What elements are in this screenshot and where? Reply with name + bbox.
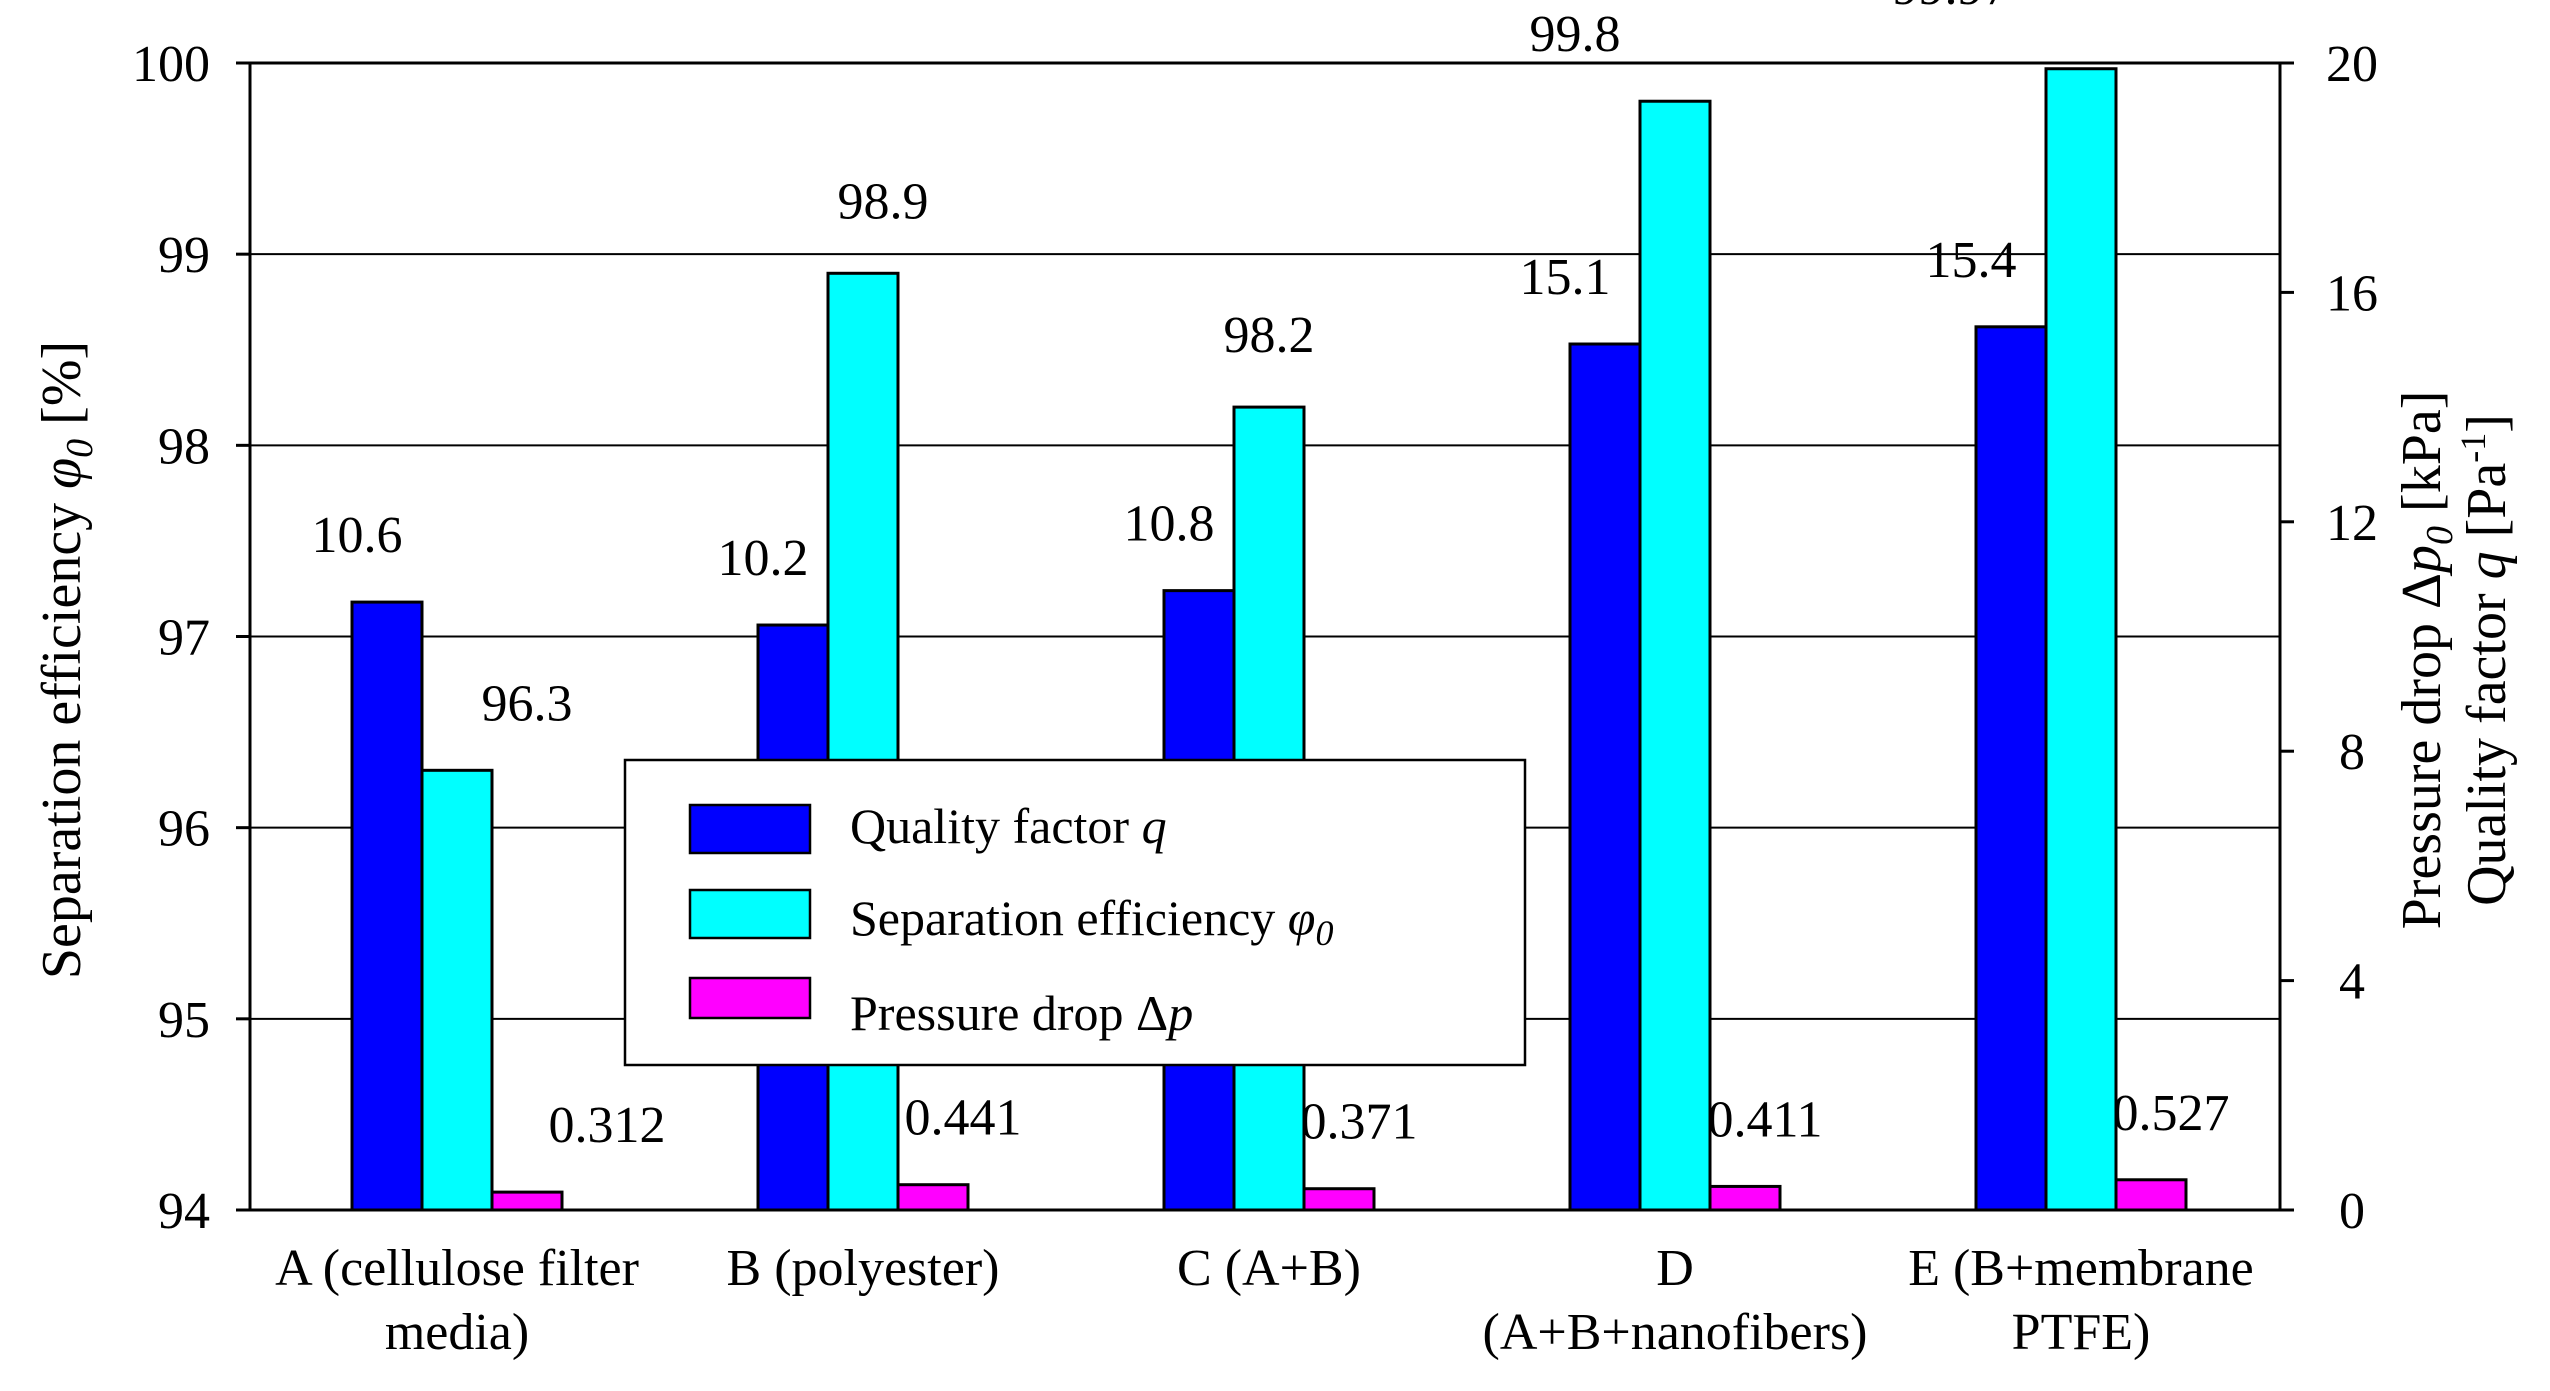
legend-label-pressure-drop: Pressure drop Δp xyxy=(850,985,1193,1041)
data-label-pressure-drop: 0.441 xyxy=(905,1090,1022,1147)
left-tick-label: 97 xyxy=(158,610,210,667)
data-label-separation-efficiency: 96.3 xyxy=(482,675,573,732)
data-label-pressure-drop: 0.312 xyxy=(549,1097,666,1154)
category-label: C (A+B) xyxy=(1177,1240,1361,1297)
data-label-separation-efficiency: 99.97 xyxy=(1893,0,2010,16)
axis-ticks: 94 95 96 97 98 99 100 0 4 8 12 16 20 xyxy=(132,36,2378,1240)
left-tick-label: 98 xyxy=(158,418,210,475)
bar-quality-factor xyxy=(1974,325,2048,1212)
category-label: B (polyester) xyxy=(727,1240,1000,1297)
right-tick-label: 8 xyxy=(2339,724,2365,781)
right-tick-label: 4 xyxy=(2339,954,2365,1011)
legend-swatch-pressure-drop xyxy=(688,976,812,1020)
data-label-quality-factor: 10.8 xyxy=(1124,496,1215,553)
right-tick-label: 12 xyxy=(2326,495,2378,552)
category-label: A (cellulose filter xyxy=(275,1240,639,1297)
category-label: D xyxy=(1656,1240,1694,1297)
bar-separation-efficiency xyxy=(420,768,494,1212)
bar-separation-efficiency xyxy=(1638,99,1712,1212)
data-label-quality-factor: 10.6 xyxy=(312,507,403,564)
right-tick-label: 20 xyxy=(2326,36,2378,93)
left-tick-label: 95 xyxy=(158,992,210,1049)
bar-separation-efficiency xyxy=(826,271,900,1212)
data-label-quality-factor: 15.1 xyxy=(1520,249,1611,306)
data-label-quality-factor: 15.4 xyxy=(1926,232,2017,289)
left-tick-label: 94 xyxy=(158,1183,210,1240)
category-label: media) xyxy=(385,1304,529,1361)
right-tick-label: 0 xyxy=(2339,1183,2365,1240)
left-tick-label: 100 xyxy=(132,36,210,93)
data-label-separation-efficiency: 98.2 xyxy=(1224,307,1315,364)
bar-separation-efficiency xyxy=(2044,67,2118,1212)
category-label: E (B+membrane xyxy=(1908,1240,2254,1297)
legend-label-separation-efficiency: Separation efficiency φ0 xyxy=(850,890,1333,953)
category-labels: A (cellulose filter media) B (polyester) C … xyxy=(275,1240,2254,1361)
data-label-quality-factor: 10.2 xyxy=(718,530,809,587)
right-axis-title-quality: Quality factor q [Pa-1] xyxy=(2453,414,2518,906)
data-labels: 10.6 10.2 10.8 15.1 15.4 96.3 98.9 98.2 99.8 99.9… xyxy=(312,0,2230,1154)
bar-pressure-drop xyxy=(1302,1187,1376,1212)
bar-pressure-drop xyxy=(1708,1184,1782,1212)
data-label-pressure-drop: 0.371 xyxy=(1301,1094,1418,1151)
legend-swatch-quality-factor xyxy=(688,803,812,855)
left-tick-label: 99 xyxy=(158,227,210,284)
left-tick-label: 96 xyxy=(158,801,210,858)
left-axis-title: Separation efficiency φ0 [%] xyxy=(31,341,101,979)
data-label-separation-efficiency: 98.9 xyxy=(838,173,929,230)
data-label-pressure-drop: 0.411 xyxy=(1707,1091,1822,1148)
bar-pressure-drop xyxy=(896,1183,970,1212)
category-label: (A+B+nanofibers) xyxy=(1483,1304,1868,1361)
data-label-pressure-drop: 0.527 xyxy=(2113,1085,2230,1142)
category-label: PTFE) xyxy=(2012,1304,2151,1361)
legend: Quality factor q Separation efficiency φ… xyxy=(623,758,1527,1067)
bar-quality-factor xyxy=(1568,342,1642,1212)
bar-pressure-drop xyxy=(2114,1178,2188,1212)
legend-swatch-separation-efficiency xyxy=(688,888,812,940)
right-axis-title-pressure: Pressure drop Δp0 [kPa] xyxy=(2391,391,2461,930)
legend-label-quality-factor: Quality factor q xyxy=(850,798,1167,854)
right-tick-label: 16 xyxy=(2326,265,2378,322)
bar-quality-factor xyxy=(350,600,424,1212)
data-label-separation-efficiency: 99.8 xyxy=(1530,6,1621,63)
bar-pressure-drop xyxy=(490,1190,564,1212)
